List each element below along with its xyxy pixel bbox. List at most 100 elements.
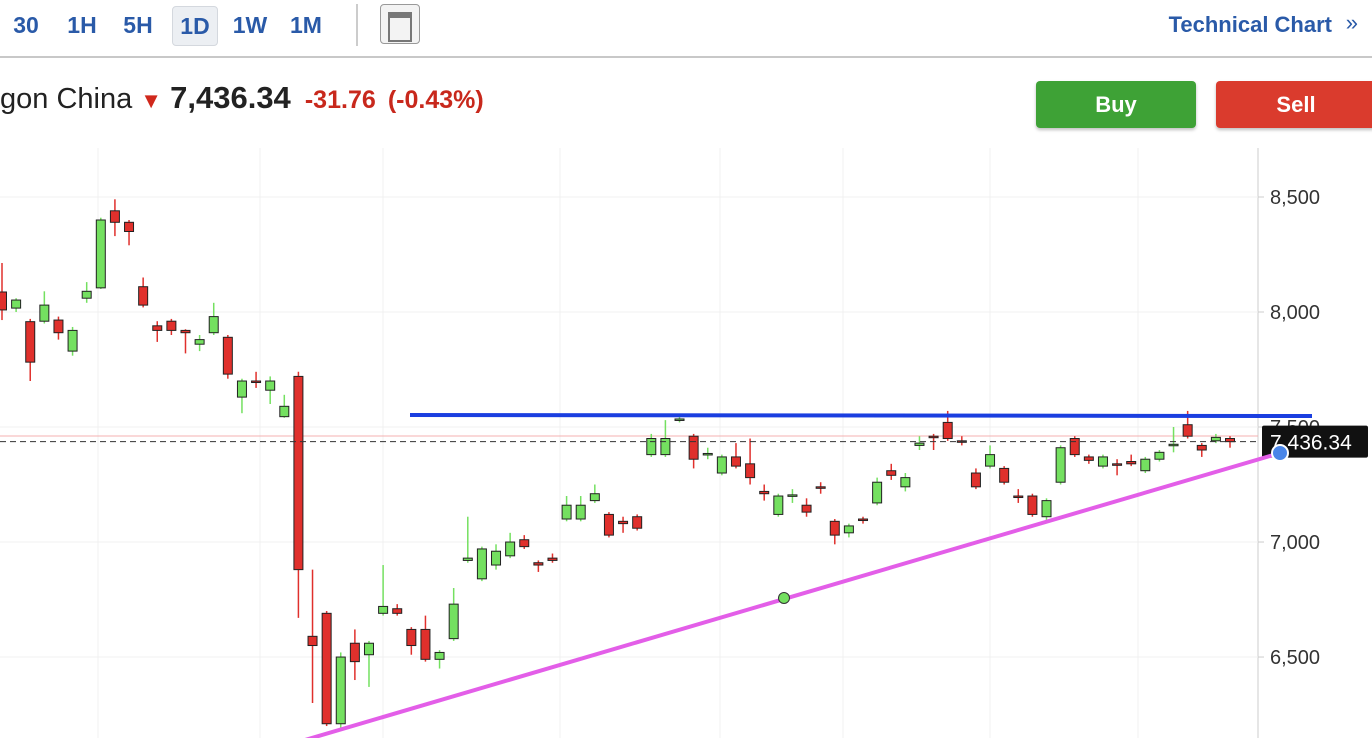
candle-body bbox=[138, 286, 149, 306]
technical-chart-link[interactable]: Technical Chart bbox=[1168, 12, 1332, 37]
candle-body bbox=[321, 612, 332, 725]
candle-body bbox=[1196, 444, 1207, 451]
buy-button[interactable]: Buy bbox=[1036, 81, 1196, 128]
candle-body bbox=[547, 557, 558, 561]
change-pct: (-0.43%) bbox=[387, 86, 484, 114]
candle-body bbox=[1126, 461, 1137, 465]
candle-body bbox=[392, 608, 403, 614]
candle-body bbox=[589, 493, 600, 502]
candle-body bbox=[1182, 424, 1193, 437]
price: 7,436.34 bbox=[170, 80, 291, 115]
candle-body bbox=[773, 495, 784, 515]
candle-body bbox=[1097, 456, 1108, 467]
timeframe[interactable]: 1M bbox=[290, 12, 322, 38]
candle-body bbox=[1013, 495, 1024, 499]
candle-body bbox=[1041, 500, 1052, 518]
candle-body bbox=[25, 321, 36, 363]
candle-body bbox=[843, 525, 854, 534]
y-tick-label: 8,500 bbox=[1270, 187, 1320, 209]
candle-body bbox=[688, 435, 699, 460]
candle-body bbox=[519, 539, 530, 548]
instrument-name: gon China bbox=[0, 83, 133, 115]
candle-body bbox=[1210, 436, 1221, 442]
candle-body bbox=[533, 562, 544, 566]
candle-body bbox=[1112, 463, 1123, 466]
candle-body bbox=[208, 316, 219, 334]
candle-body bbox=[279, 405, 290, 418]
candle-body bbox=[745, 463, 756, 479]
candle-body bbox=[307, 635, 318, 647]
candle-body bbox=[109, 210, 120, 223]
candle-body bbox=[999, 467, 1010, 483]
candle-body bbox=[251, 380, 262, 384]
candle-body bbox=[900, 477, 911, 488]
timeframe[interactable]: 30 bbox=[13, 12, 39, 38]
grid bbox=[0, 148, 1259, 738]
candle-body bbox=[166, 320, 177, 331]
candle-body bbox=[152, 325, 163, 331]
candle-body bbox=[575, 504, 586, 520]
trend-line bbox=[304, 451, 1281, 738]
candle-body bbox=[462, 557, 473, 561]
candle-body bbox=[81, 290, 92, 299]
candle-body bbox=[420, 628, 431, 660]
candle-body bbox=[928, 435, 939, 439]
y-tick-label: 7,000 bbox=[1270, 532, 1320, 554]
candle-body bbox=[39, 304, 50, 322]
candle-body bbox=[448, 603, 459, 640]
candle-body bbox=[942, 421, 953, 440]
y-tick-label: 8,000 bbox=[1270, 302, 1320, 324]
timeframe[interactable]: 5H bbox=[123, 12, 153, 38]
candle-body bbox=[829, 520, 840, 536]
timeframe[interactable]: 1H bbox=[67, 12, 97, 38]
candle-body bbox=[95, 219, 106, 289]
down-arrow: ▼ bbox=[140, 88, 163, 113]
candle-body bbox=[914, 442, 925, 446]
link-arrow: » bbox=[1345, 10, 1358, 35]
price-label-box bbox=[1262, 425, 1368, 458]
candle-body bbox=[293, 375, 304, 571]
change: -31.76 bbox=[304, 86, 376, 114]
candle-body bbox=[335, 656, 346, 725]
candle-body bbox=[618, 520, 629, 525]
candle-body bbox=[222, 336, 233, 375]
candle-body bbox=[970, 472, 981, 488]
candle-body bbox=[674, 418, 685, 421]
candle-body bbox=[1140, 458, 1151, 472]
candle-body bbox=[632, 516, 643, 529]
candle-body bbox=[716, 456, 727, 474]
candle-body bbox=[603, 513, 614, 536]
candle-body bbox=[0, 291, 7, 311]
layout-icon[interactable] bbox=[380, 4, 420, 44]
candle-body bbox=[660, 438, 671, 456]
candle-body bbox=[378, 605, 389, 614]
candle-body bbox=[787, 494, 798, 497]
resistance-line bbox=[409, 413, 1313, 418]
candle-body bbox=[476, 548, 487, 580]
candle-body bbox=[815, 486, 826, 489]
candle-body bbox=[858, 518, 869, 522]
candle-body bbox=[67, 329, 78, 352]
candle-body bbox=[886, 470, 897, 476]
timeframe[interactable]: 1D bbox=[172, 6, 218, 46]
candle-body bbox=[801, 504, 812, 513]
candle-body bbox=[1083, 456, 1094, 461]
candle-body bbox=[1154, 451, 1165, 460]
candle-body bbox=[1027, 495, 1038, 515]
trend-handle bbox=[1271, 444, 1289, 462]
candle-body bbox=[265, 380, 276, 391]
candle-body bbox=[124, 221, 135, 232]
candle-body bbox=[1069, 438, 1080, 456]
icon-glyph bbox=[388, 12, 412, 42]
price-label: 7,436.34 bbox=[1270, 432, 1352, 455]
candle-body bbox=[759, 490, 770, 495]
separator bbox=[356, 4, 358, 46]
toolbar: 30 1H 5H 1D 1W 1M Technical Chart » bbox=[0, 0, 1372, 58]
candle-body bbox=[180, 329, 191, 334]
timeframe[interactable]: 1W bbox=[232, 12, 268, 38]
candle-body bbox=[11, 299, 22, 309]
sell-button[interactable]: Sell bbox=[1216, 81, 1372, 128]
candle-body bbox=[730, 456, 741, 467]
